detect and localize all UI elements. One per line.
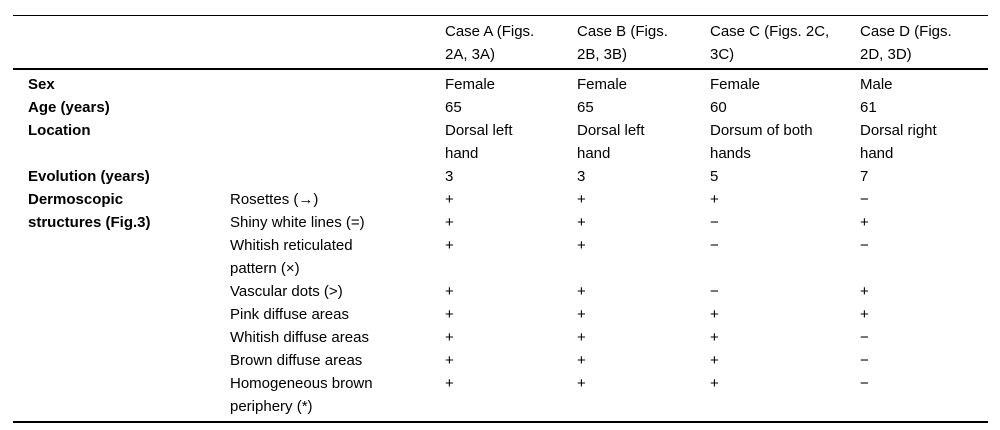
cell-value: + (577, 352, 586, 369)
cell-value: + (445, 329, 454, 346)
cell-value: + (445, 237, 454, 254)
cell-value: + (710, 329, 719, 346)
column-header-empty (13, 15, 230, 70)
cell-value: + (577, 191, 586, 208)
sub-label-empty (230, 96, 445, 119)
cell-value: + (445, 214, 454, 231)
cell-value: 3 (577, 168, 586, 185)
header-row: Case A (Figs. 2A, 3A) Case B (Figs. 2B, … (13, 15, 988, 70)
row-label-location: Location (28, 122, 91, 139)
cell-value: 3 (445, 168, 454, 185)
cell-value: + (710, 191, 719, 208)
table-row: Whitish diffuse areas + + + − (13, 326, 988, 349)
cell-value: − (860, 191, 869, 208)
sub-row-label-brown-diffuse-areas: Brown diffuse areas (230, 352, 363, 369)
cell-value: − (860, 375, 869, 392)
cell-value: + (860, 283, 869, 300)
cell-value: + (445, 375, 454, 392)
cell-value: Female (445, 76, 496, 93)
table-row: Sex Female Female Female Male (13, 69, 988, 96)
cell-value: + (577, 375, 586, 392)
cell-value: + (445, 283, 454, 300)
sub-row-label-pink-diffuse-areas: Pink diffuse areas (230, 306, 349, 323)
column-header-case-d: Case D (Figs. 2D, 3D) (860, 15, 988, 70)
cell-value: + (577, 329, 586, 346)
case-comparison-table: Case A (Figs. 2A, 3A) Case B (Figs. 2B, … (13, 15, 988, 423)
cell-value: + (445, 352, 454, 369)
cell-value: Dorsal right hand (860, 122, 937, 162)
cell-value: + (710, 306, 719, 323)
table-row: Homogeneous brown periphery (*) + + + − (13, 372, 988, 422)
cell-value: 60 (710, 99, 727, 116)
table-row: Brown diffuse areas + + + − (13, 349, 988, 372)
cell-value: Dorsal left hand (445, 122, 513, 162)
cell-value: 7 (860, 168, 869, 185)
sub-label-empty (230, 165, 445, 188)
row-label-sex: Sex (28, 76, 55, 93)
cell-value: 65 (577, 99, 594, 116)
table-row: Evolution (years) 3 3 5 7 (13, 165, 988, 188)
cell-value: 5 (710, 168, 719, 185)
table-row: Shiny white lines (=) + + − + (13, 211, 988, 234)
row-label-dermoscopic-structures: Dermoscopic structures (Fig.3) (28, 191, 151, 231)
sub-row-label-whitish-diffuse-areas: Whitish diffuse areas (230, 329, 369, 346)
table-row: Dermoscopic structures (Fig.3) Rosettes … (13, 188, 988, 231)
cell-value: − (860, 329, 869, 346)
sub-label-empty (230, 119, 445, 165)
cell-value: Dorsum of both hands (710, 122, 813, 162)
cell-value: + (710, 352, 719, 369)
column-header-empty (230, 15, 445, 70)
cell-value: + (445, 191, 454, 208)
column-header-case-a: Case A (Figs. 2A, 3A) (445, 15, 577, 70)
cell-value: Female (710, 76, 761, 93)
table-row: Whitish reticulated pattern (×) + + − − (13, 234, 988, 280)
table-row: Vascular dots (>) + + − + (13, 280, 988, 303)
cell-value: − (710, 283, 719, 300)
cell-value: + (577, 306, 586, 323)
sub-row-label-rosettes: Rosettes (→) (230, 191, 319, 208)
sub-label-empty (230, 69, 445, 96)
column-header-case-b: Case B (Figs. 2B, 3B) (577, 15, 710, 70)
table-row: Pink diffuse areas + + + + (13, 303, 988, 326)
cell-value: + (577, 283, 586, 300)
cell-value: − (860, 237, 869, 254)
cell-value: − (860, 352, 869, 369)
row-label-evolution: Evolution (years) (28, 168, 150, 185)
cell-value: 61 (860, 99, 877, 116)
cell-value: + (445, 306, 454, 323)
cell-value: Female (577, 76, 628, 93)
cell-value: + (860, 306, 869, 323)
row-label-age: Age (years) (28, 99, 110, 116)
cell-value: + (577, 237, 586, 254)
column-header-case-c: Case C (Figs. 2C, 3C) (710, 15, 860, 70)
cell-value: − (710, 237, 719, 254)
table-row: Age (years) 65 65 60 61 (13, 96, 988, 119)
sub-row-label-shiny-white-lines: Shiny white lines (=) (230, 214, 365, 231)
sub-row-label-homogeneous-brown-periphery: Homogeneous brown periphery (*) (230, 375, 373, 415)
cell-value: + (577, 214, 586, 231)
cell-value: − (710, 214, 719, 231)
cell-value: Male (860, 76, 893, 93)
sub-row-label-vascular-dots: Vascular dots (>) (230, 283, 343, 300)
cell-value: 65 (445, 99, 462, 116)
cell-value: + (860, 214, 869, 231)
table-row: Location Dorsal left hand Dorsal left ha… (13, 119, 988, 165)
cell-value: + (710, 375, 719, 392)
sub-row-label-whitish-reticulated-pattern: Whitish reticulated pattern (×) (230, 237, 353, 277)
cell-value: Dorsal left hand (577, 122, 645, 162)
